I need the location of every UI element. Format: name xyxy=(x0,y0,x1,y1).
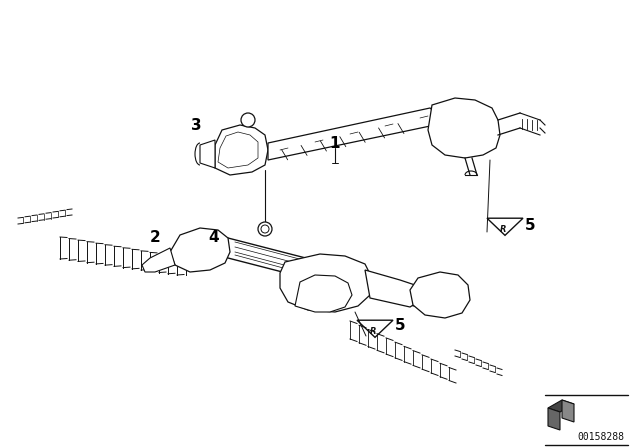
Text: 4: 4 xyxy=(209,231,220,246)
Polygon shape xyxy=(410,272,470,318)
Text: 1: 1 xyxy=(330,135,340,151)
Polygon shape xyxy=(200,140,215,168)
Polygon shape xyxy=(215,125,268,175)
Polygon shape xyxy=(548,408,560,430)
Text: R: R xyxy=(500,225,506,234)
Polygon shape xyxy=(170,228,230,272)
Polygon shape xyxy=(562,400,574,422)
Circle shape xyxy=(258,222,272,236)
Polygon shape xyxy=(428,98,500,158)
Text: 2: 2 xyxy=(150,231,161,246)
Text: 00158288: 00158288 xyxy=(577,432,624,442)
Polygon shape xyxy=(548,400,574,412)
Polygon shape xyxy=(142,248,175,272)
Polygon shape xyxy=(365,270,420,307)
Text: 3: 3 xyxy=(191,119,202,134)
Polygon shape xyxy=(295,275,352,312)
Polygon shape xyxy=(280,254,372,312)
Text: R: R xyxy=(370,327,376,336)
Polygon shape xyxy=(268,108,440,160)
Circle shape xyxy=(241,113,255,127)
Text: 5: 5 xyxy=(525,219,535,233)
Text: 5: 5 xyxy=(395,319,405,333)
